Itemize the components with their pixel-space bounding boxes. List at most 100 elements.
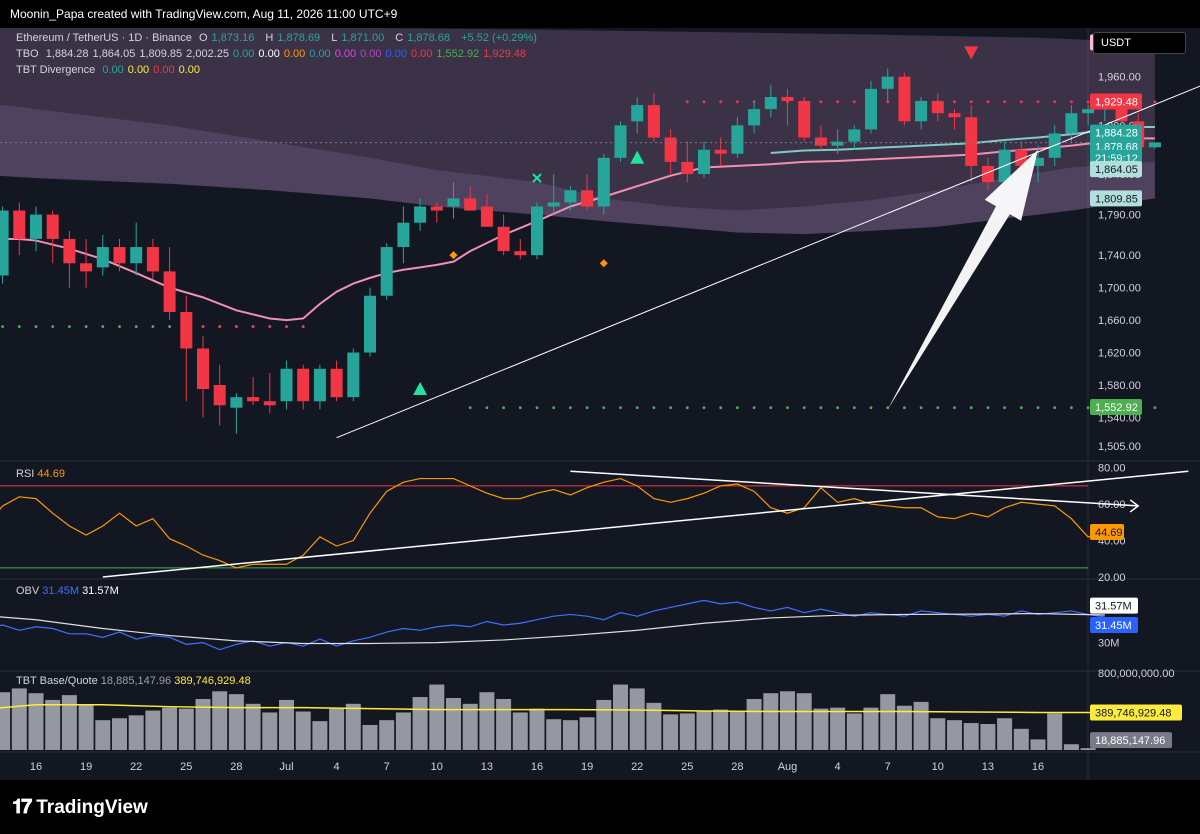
dotted-level-dot <box>685 406 689 410</box>
candle-body <box>597 157 610 207</box>
candle-body <box>280 368 293 402</box>
price-badge <box>1090 124 1142 141</box>
candle-body <box>1015 149 1028 166</box>
time-axis-label: 13 <box>481 761 493 773</box>
dotted-level-dot <box>68 325 71 328</box>
base-quote-bar <box>846 713 862 750</box>
dotted-level-dot <box>1036 100 1040 104</box>
dotted-level-dot <box>619 406 622 410</box>
chart-frame[interactable]: 1,960.001,900.001,840.001,790.001,740.00… <box>0 28 1200 780</box>
candle-body <box>1148 142 1161 148</box>
base-quote-bar <box>128 715 144 750</box>
base-quote-bar <box>863 707 879 750</box>
price-badge <box>1090 190 1142 207</box>
tbo-value-12: 1,552.92 <box>436 48 480 60</box>
tbo-value-8: 0.00 <box>334 48 357 60</box>
base-quote-tick-label: 800,000,000.00 <box>1098 668 1174 680</box>
candle-body <box>397 222 410 248</box>
base-quote-bar <box>629 688 645 750</box>
price-badge-label: 1,552.92 <box>1095 402 1138 414</box>
rsi-tick-label: 80.00 <box>1098 463 1126 475</box>
obv-badge <box>1090 617 1138 633</box>
tbo-value-9: 0.00 <box>360 48 382 60</box>
dotted-level-dot <box>1070 406 1073 410</box>
dotted-level-dot <box>51 325 55 328</box>
dotted-level-dot <box>17 325 21 328</box>
obv-legend[interactable]: OBV 31.45M 31.57M <box>16 585 119 597</box>
candle-body <box>1082 109 1095 114</box>
dotted-level-dot <box>852 100 856 104</box>
base-quote-bar <box>646 702 662 750</box>
price-tick-label: 1,580.00 <box>1098 380 1141 392</box>
time-axis-label: Jul <box>279 761 293 773</box>
dotted-level-dot <box>569 406 572 410</box>
rsi-value: 44.69 <box>37 468 65 480</box>
dotted-level-dot <box>953 100 956 104</box>
time-axis-label: 28 <box>731 761 743 773</box>
rsi-trendline <box>102 470 1189 578</box>
base-quote-bar <box>395 712 411 750</box>
dotted-level-dot <box>635 406 639 410</box>
candle-body <box>614 125 627 158</box>
candle-body <box>230 397 243 408</box>
tbo-value-7: 0.00 <box>309 48 331 60</box>
dotted-level-dot <box>919 406 923 410</box>
base-quote-bar <box>262 712 278 750</box>
tbo-cloud-inner <box>0 104 1155 235</box>
annotation-arrow <box>887 149 1038 410</box>
base-quote-bar <box>746 698 762 750</box>
tbo-value-4: 0.00 <box>233 48 255 60</box>
sell-signal-triangle <box>964 46 979 60</box>
divergence-value-2: 0.00 <box>153 64 175 76</box>
candle-body <box>430 206 443 211</box>
divergence-legend[interactable]: TBT Divergence 0.00 0.00 0.00 0.00 <box>16 64 204 76</box>
dotted-level-dot <box>235 325 238 328</box>
candle-body <box>330 368 343 398</box>
dotted-level-dot <box>953 406 956 410</box>
dotted-level-dot <box>268 325 272 328</box>
obv-tick-label: 30M <box>1098 638 1119 650</box>
base-quote-legend[interactable]: TBT Base/Quote 18,885,147.96 389,746,929… <box>16 675 251 687</box>
candle-body <box>364 295 376 353</box>
dotted-level-dot <box>301 325 305 328</box>
time-axis-label: 16 <box>30 761 42 773</box>
tbo-value-6: 0.00 <box>283 48 306 60</box>
candle-body <box>414 206 427 223</box>
tbo-legend[interactable]: TBO 1,884.28 1,864.05 1,809.85 2,002.25 0.00… <box>16 48 530 60</box>
obv-value: 31.45M <box>42 585 79 597</box>
dotted-level-dot <box>168 325 172 328</box>
time-axis-label: 25 <box>180 761 192 773</box>
base-quote-bar <box>613 684 628 750</box>
base-quote-bar <box>61 695 77 750</box>
rsi-tick-label: 60.00 <box>1098 499 1126 511</box>
currency-selector[interactable]: USDT <box>1093 32 1186 54</box>
symbol-name[interactable]: Ethereum / TetherUS · 1D · Binance <box>16 32 192 44</box>
divergence-value-3: 0.00 <box>178 64 201 76</box>
dotted-level-dot <box>886 406 890 410</box>
candle-body <box>714 149 727 154</box>
price-badge-label: 1,929.48 <box>1095 96 1138 108</box>
chart-canvas[interactable]: 1,960.001,900.001,840.001,790.001,740.00… <box>0 28 1200 780</box>
dotted-level-dot <box>869 406 873 410</box>
base-quote-bar <box>913 701 929 750</box>
time-axis-label: 7 <box>885 761 891 773</box>
high-value: 1,878.69 <box>277 32 321 44</box>
base-quote-bar <box>429 684 445 750</box>
obv-ma-badge-label: 31.57M <box>1095 601 1132 613</box>
candle-body <box>681 161 694 175</box>
candle-body <box>46 214 59 239</box>
tradingview-logo[interactable]: 𝟏𝟕 TradingView <box>12 796 148 819</box>
dotted-level-dot <box>251 325 255 328</box>
rsi-legend[interactable]: RSI 44.69 <box>16 468 65 480</box>
tbo-fast-line <box>0 137 1155 322</box>
base-quote-bar <box>997 718 1013 750</box>
candle-body <box>881 76 894 89</box>
tbo-value-3: 2,002.25 <box>186 48 229 60</box>
time-axis-label: 22 <box>130 761 142 773</box>
dotted-level-dot <box>285 325 288 328</box>
candle-body <box>798 101 811 138</box>
base-quote-bar <box>813 708 829 750</box>
candle-body <box>781 96 794 102</box>
tbo-value-2: 1,809.85 <box>139 48 183 60</box>
dotted-level-dot <box>986 406 990 410</box>
